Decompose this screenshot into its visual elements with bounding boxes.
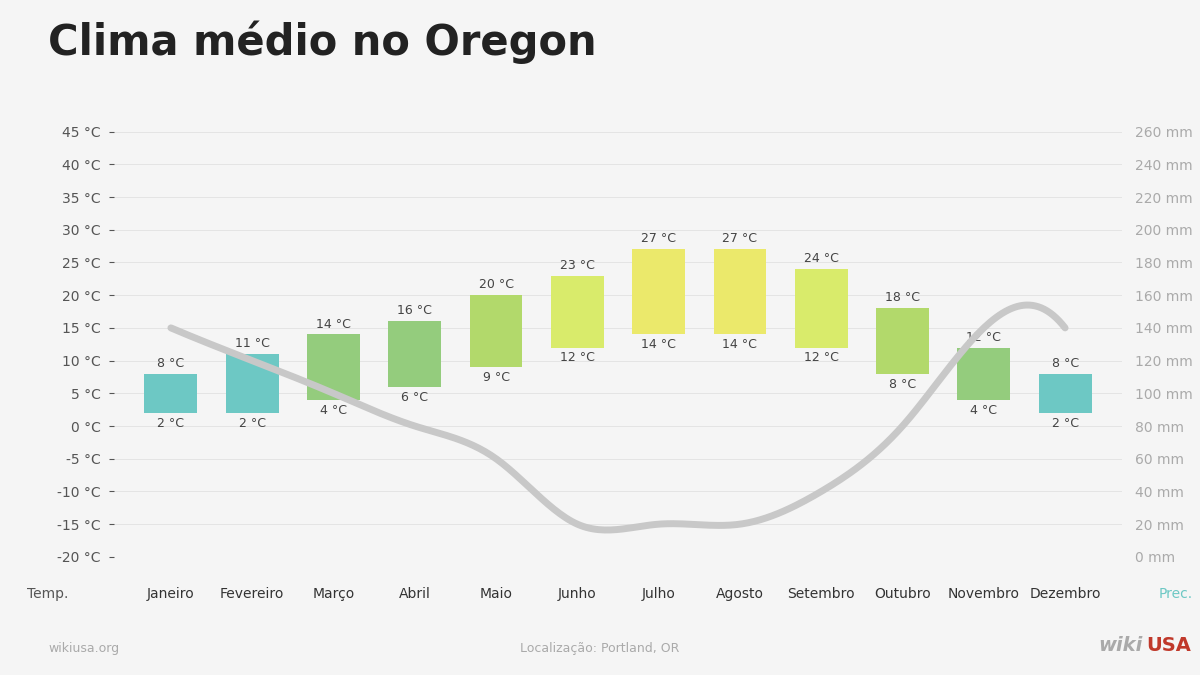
Text: Maio: Maio (480, 587, 512, 601)
Text: 14 °C: 14 °C (722, 338, 757, 352)
Text: 24 °C: 24 °C (804, 252, 839, 265)
Text: 23 °C: 23 °C (560, 259, 595, 271)
Text: 8 °C: 8 °C (1051, 357, 1079, 370)
Text: 2 °C: 2 °C (157, 417, 185, 430)
Bar (794, 269, 847, 348)
Text: Dezembro: Dezembro (1030, 587, 1100, 601)
Text: 12 °C: 12 °C (804, 352, 839, 364)
Bar (551, 275, 604, 348)
Text: Outubro: Outubro (874, 587, 931, 601)
Text: Novembro: Novembro (948, 587, 1020, 601)
Text: 12 °C: 12 °C (560, 352, 595, 364)
Text: Agosto: Agosto (716, 587, 764, 601)
Text: Junho: Junho (558, 587, 596, 601)
Bar (958, 348, 1010, 400)
Text: 27 °C: 27 °C (722, 232, 757, 246)
Text: Setembro: Setembro (787, 587, 856, 601)
Text: 11 °C: 11 °C (235, 337, 270, 350)
Bar (226, 354, 278, 413)
Text: Março: Março (312, 587, 355, 601)
Text: wikiusa.org: wikiusa.org (48, 642, 119, 655)
Text: 12 °C: 12 °C (966, 331, 1001, 344)
Bar (876, 308, 929, 374)
Text: 6 °C: 6 °C (401, 391, 428, 404)
Bar (307, 334, 360, 400)
Text: 2 °C: 2 °C (1051, 417, 1079, 430)
Text: Clima médio no Oregon: Clima médio no Oregon (48, 20, 596, 63)
Text: 2 °C: 2 °C (239, 417, 265, 430)
Text: Janeiro: Janeiro (148, 587, 194, 601)
Text: Julho: Julho (642, 587, 676, 601)
Text: Prec.: Prec. (1159, 587, 1193, 601)
Text: Localização: Portland, OR: Localização: Portland, OR (521, 642, 679, 655)
Text: 14 °C: 14 °C (316, 317, 350, 331)
Text: 4 °C: 4 °C (320, 404, 347, 416)
Bar (714, 249, 767, 334)
Text: USA: USA (1146, 636, 1190, 655)
Text: 16 °C: 16 °C (397, 304, 432, 317)
Text: 27 °C: 27 °C (641, 232, 676, 246)
Text: 18 °C: 18 °C (886, 292, 920, 304)
Text: 9 °C: 9 °C (482, 371, 510, 384)
Text: Temp.: Temp. (28, 587, 68, 601)
Text: 8 °C: 8 °C (889, 377, 916, 391)
Text: 4 °C: 4 °C (971, 404, 997, 416)
Bar (389, 321, 442, 387)
Text: 20 °C: 20 °C (479, 278, 514, 291)
Text: 8 °C: 8 °C (157, 357, 185, 370)
Bar (144, 374, 197, 413)
Bar (1039, 374, 1092, 413)
Text: Fevereiro: Fevereiro (220, 587, 284, 601)
Bar (469, 295, 522, 367)
Text: 14 °C: 14 °C (641, 338, 676, 352)
Text: wiki: wiki (1098, 636, 1142, 655)
Text: Abril: Abril (398, 587, 431, 601)
Bar (632, 249, 685, 334)
